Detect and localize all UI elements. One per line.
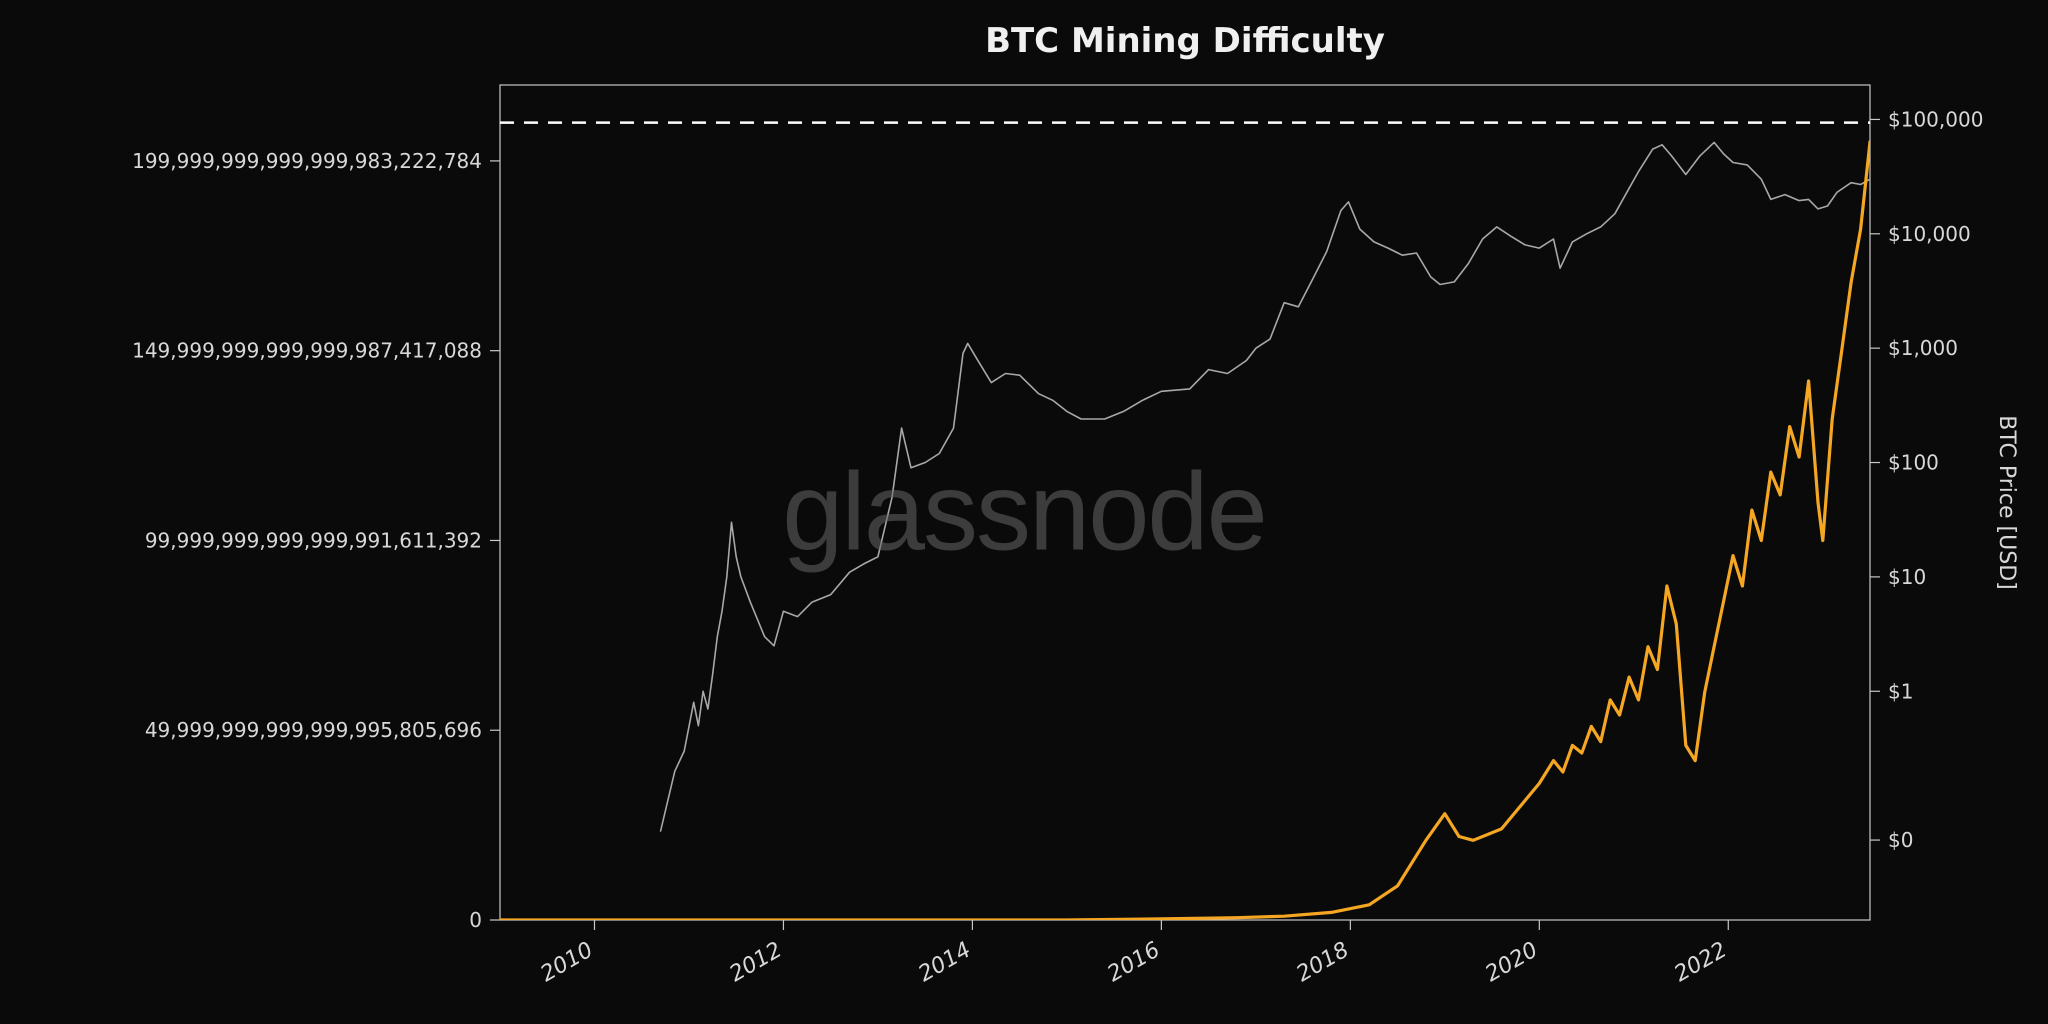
y-right-tick-label: $100 xyxy=(1888,451,1939,475)
y-right-axis-label: BTC Price [USD] xyxy=(1994,415,2019,589)
y-right-tick-label: $10 xyxy=(1888,565,1926,589)
y-left-tick-label: 0 xyxy=(469,908,482,932)
y-right-tick-label: $1 xyxy=(1888,679,1913,703)
y-left-tick-label: 199,999,999,999,999,983,222,784 xyxy=(132,149,482,173)
y-left-tick-label: 49,999,999,999,999,995,805,696 xyxy=(145,718,482,742)
y-left-tick-label: 149,999,999,999,999,987,417,088 xyxy=(132,339,482,363)
y-right-tick-label: $0 xyxy=(1888,828,1913,852)
y-left-tick-label: 99,999,999,999,999,991,611,392 xyxy=(145,528,482,552)
y-right-tick-label: $100,000 xyxy=(1888,107,1983,131)
chart-svg: BTC Mining Difficulty2010201220142016201… xyxy=(0,0,2048,1024)
chart-container: BTC Mining Difficulty2010201220142016201… xyxy=(0,0,2048,1024)
y-right-tick-label: $10,000 xyxy=(1888,222,1971,246)
chart-title: BTC Mining Difficulty xyxy=(985,21,1385,61)
y-right-tick-label: $1,000 xyxy=(1888,336,1958,360)
